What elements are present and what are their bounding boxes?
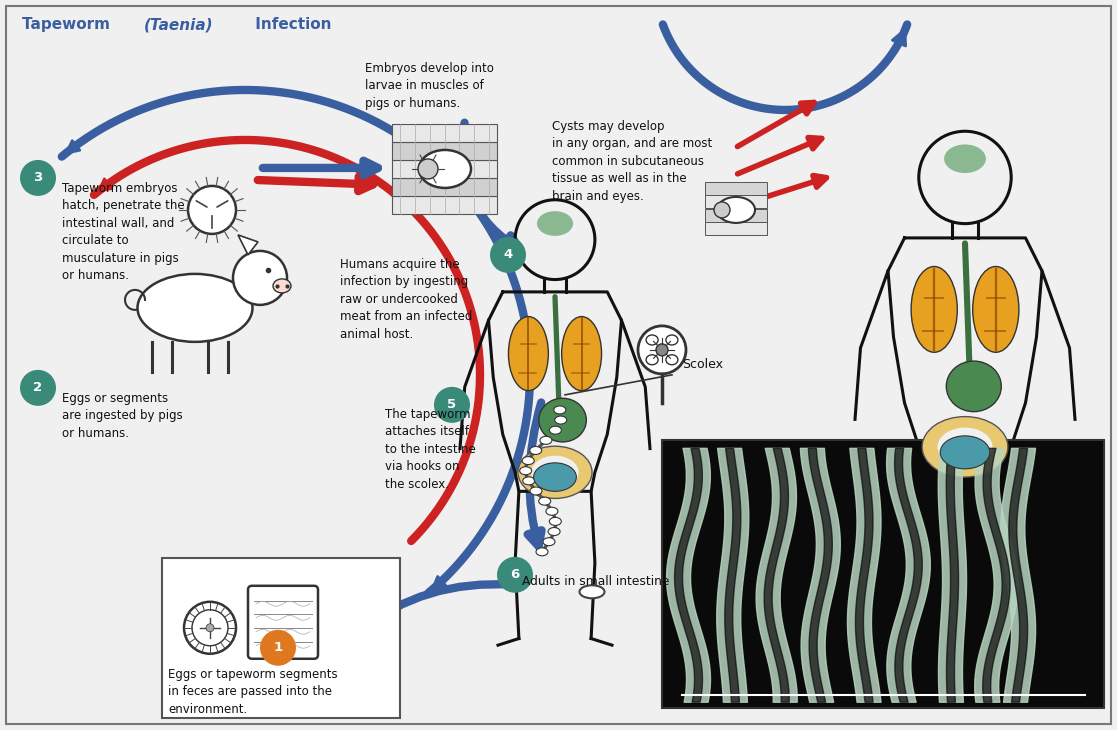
- Ellipse shape: [548, 528, 560, 536]
- Polygon shape: [238, 235, 258, 255]
- Circle shape: [233, 251, 287, 305]
- Bar: [705, 182, 767, 195]
- Ellipse shape: [911, 266, 957, 353]
- Ellipse shape: [550, 426, 562, 434]
- Circle shape: [490, 237, 526, 273]
- Ellipse shape: [529, 487, 542, 495]
- Text: Cysts may develop
in any organ, and are most
common in subcutaneous
tissue as we: Cysts may develop in any organ, and are …: [552, 120, 713, 203]
- Text: Tapeworm: Tapeworm: [22, 18, 115, 33]
- Ellipse shape: [941, 436, 990, 469]
- Ellipse shape: [717, 197, 755, 223]
- Circle shape: [260, 630, 296, 666]
- Ellipse shape: [580, 585, 604, 599]
- Ellipse shape: [519, 466, 532, 475]
- Bar: [392, 142, 497, 160]
- Text: 2: 2: [34, 381, 42, 394]
- Text: Eggs or segments
are ingested by pigs
or humans.: Eggs or segments are ingested by pigs or…: [63, 392, 183, 440]
- Circle shape: [20, 370, 56, 406]
- Text: 5: 5: [448, 399, 457, 412]
- Ellipse shape: [546, 507, 557, 515]
- Text: Embryos develop into
larvae in muscles of
pigs or humans.: Embryos develop into larvae in muscles o…: [365, 62, 494, 110]
- Text: Infection: Infection: [250, 18, 332, 33]
- Circle shape: [638, 326, 686, 374]
- Ellipse shape: [536, 548, 548, 556]
- Bar: [392, 160, 497, 178]
- Ellipse shape: [562, 317, 602, 391]
- Text: Adults in small intestine: Adults in small intestine: [522, 575, 669, 588]
- Text: Scolex: Scolex: [682, 358, 723, 372]
- Circle shape: [188, 186, 236, 234]
- Bar: [392, 124, 497, 142]
- Ellipse shape: [518, 446, 592, 499]
- Text: Humans acquire the
infection by ingesting
raw or undercooked
meat from an infect: Humans acquire the infection by ingestin…: [340, 258, 472, 341]
- Ellipse shape: [944, 145, 986, 173]
- Ellipse shape: [646, 355, 658, 365]
- Ellipse shape: [666, 335, 678, 345]
- Bar: [705, 222, 767, 235]
- Text: Tapeworm embryos
hatch, penetrate the
intestinal wall, and
circulate to
musculat: Tapeworm embryos hatch, penetrate the in…: [63, 182, 184, 283]
- Circle shape: [418, 159, 438, 179]
- Circle shape: [497, 557, 533, 593]
- Text: 6: 6: [510, 568, 519, 581]
- Ellipse shape: [646, 335, 658, 345]
- Circle shape: [206, 623, 214, 631]
- Ellipse shape: [523, 477, 535, 485]
- Text: 3: 3: [34, 172, 42, 185]
- Ellipse shape: [937, 428, 993, 466]
- Circle shape: [435, 387, 470, 423]
- Bar: [705, 209, 767, 222]
- Bar: [392, 196, 497, 214]
- Ellipse shape: [538, 497, 551, 505]
- Circle shape: [714, 202, 731, 218]
- Ellipse shape: [419, 150, 471, 188]
- FancyBboxPatch shape: [162, 558, 400, 718]
- Ellipse shape: [273, 279, 292, 293]
- Bar: [705, 195, 767, 208]
- Ellipse shape: [522, 456, 534, 464]
- Ellipse shape: [543, 538, 555, 545]
- Ellipse shape: [532, 456, 579, 489]
- Ellipse shape: [529, 447, 542, 455]
- Ellipse shape: [540, 437, 552, 445]
- Circle shape: [656, 344, 668, 356]
- Text: 4: 4: [504, 248, 513, 261]
- Circle shape: [20, 160, 56, 196]
- Ellipse shape: [550, 518, 562, 526]
- Ellipse shape: [137, 274, 252, 342]
- Ellipse shape: [946, 361, 1001, 412]
- Ellipse shape: [538, 399, 586, 442]
- Bar: [662, 440, 1104, 708]
- Ellipse shape: [508, 317, 548, 391]
- Bar: [392, 178, 497, 196]
- Ellipse shape: [534, 463, 576, 491]
- Ellipse shape: [973, 266, 1019, 353]
- Ellipse shape: [923, 417, 1008, 477]
- Ellipse shape: [537, 211, 573, 236]
- Ellipse shape: [554, 406, 566, 414]
- Ellipse shape: [555, 416, 566, 424]
- Ellipse shape: [666, 355, 678, 365]
- Text: The tapeworm
attaches itself
to the intestine
via hooks on
the scolex.: The tapeworm attaches itself to the inte…: [385, 408, 476, 491]
- Text: 1: 1: [274, 641, 283, 654]
- Text: (Taenia): (Taenia): [144, 18, 213, 33]
- FancyBboxPatch shape: [248, 585, 318, 658]
- Text: Eggs or tapeworm segments
in feces are passed into the
environment.: Eggs or tapeworm segments in feces are p…: [168, 668, 337, 715]
